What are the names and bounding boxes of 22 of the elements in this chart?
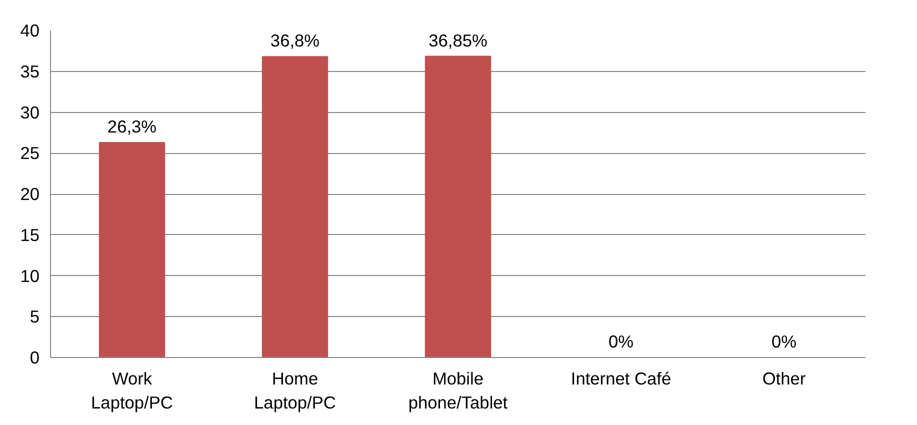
data-label: 36,85% — [428, 30, 488, 50]
data-label: 0% — [771, 332, 797, 352]
y-tick-label: 30 — [20, 102, 40, 122]
bar — [98, 142, 166, 358]
y-tick-label: 15 — [20, 224, 40, 245]
data-label: 26,3% — [107, 116, 157, 136]
x-tick-label: Work Laptop/PC — [91, 368, 173, 412]
x-tick-label: Home Laptop/PC — [254, 368, 336, 412]
x-tick-label: Other — [762, 368, 806, 388]
bar — [424, 56, 492, 358]
x-tick-label: Mobile phone/Tablet — [408, 368, 508, 412]
y-tick-label: 20 — [20, 184, 40, 204]
data-label: 36,8% — [270, 30, 320, 51]
y-tick-label: 35 — [20, 61, 40, 82]
y-tick-label: 0 — [30, 348, 40, 368]
y-tick-label: 25 — [20, 143, 40, 164]
y-tick-label: 5 — [30, 306, 40, 327]
x-tick-label: Internet Café — [570, 368, 672, 388]
data-label: 0% — [608, 332, 634, 352]
y-tick-label: 40 — [20, 20, 40, 40]
y-tick-label: 10 — [20, 266, 40, 286]
bar — [262, 56, 328, 358]
